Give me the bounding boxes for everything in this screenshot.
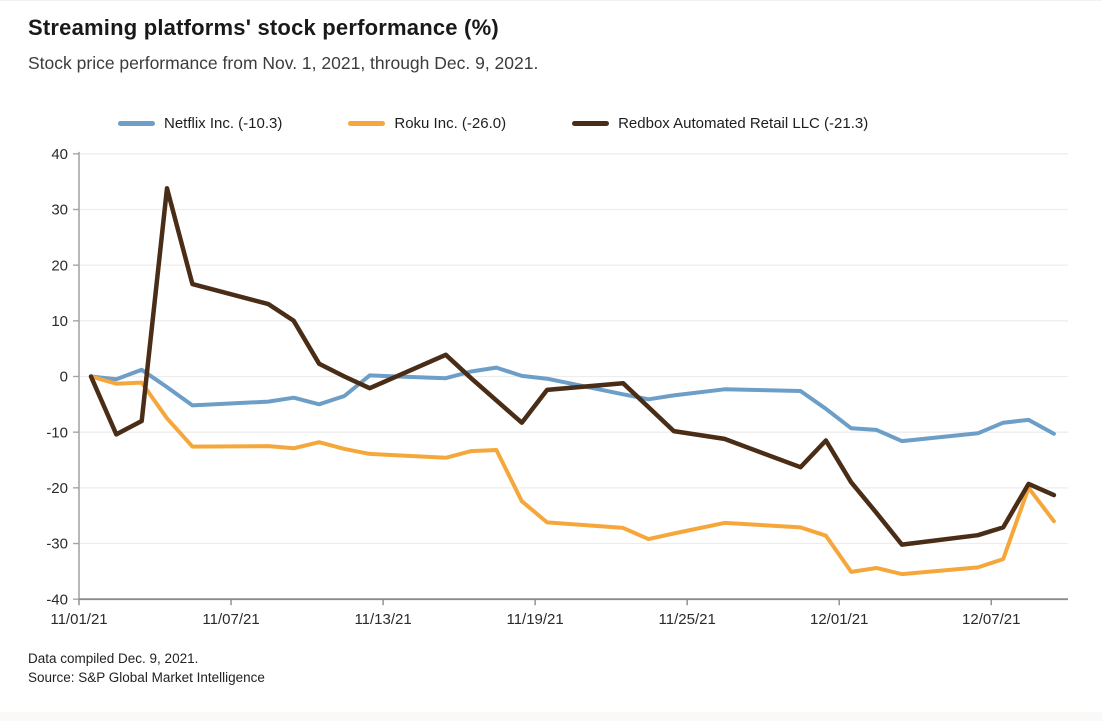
series-line-netflix bbox=[89, 365, 1056, 444]
legend-item-roku: Roku Inc. (-26.0) bbox=[348, 115, 506, 132]
legend-swatch-icon bbox=[572, 120, 610, 126]
series-line-roku bbox=[89, 374, 1056, 577]
legend-label: Roku Inc. (-26.0) bbox=[394, 114, 507, 132]
y-tick-label-30: 30 bbox=[51, 202, 68, 219]
chart-canvas: 40 30 20 10 0 -10 -20 -30 -40 11/01/21 11/07/21 11/… bbox=[46, 146, 1068, 628]
x-tick-label-11/25/21: 11/25/21 bbox=[659, 611, 716, 628]
y-tick-label-10: 10 bbox=[51, 313, 68, 330]
x-tick-label-12/01/21: 12/01/21 bbox=[810, 611, 868, 628]
line-chart: 40 30 20 10 0 -10 -20 -30 -40 11/01/21 11/07/21 11/… bbox=[0, 141, 1102, 646]
data-compiled-note: Data compiled Dec. 9, 2021. bbox=[28, 651, 199, 666]
x-tick-label-11/07/21: 11/07/21 bbox=[202, 611, 259, 628]
page-title: Streaming platforms' stock performance (… bbox=[28, 15, 499, 40]
legend-item-netflix: Netflix Inc. (-10.3) bbox=[118, 115, 282, 132]
series-line-redbox bbox=[88, 186, 1057, 547]
bottom-border bbox=[0, 712, 1102, 721]
legend-label: Netflix Inc. (-10.3) bbox=[164, 114, 283, 132]
source-note: Source: S&P Global Market Intelligence bbox=[28, 670, 265, 685]
y-tick-label-20: 20 bbox=[51, 257, 68, 274]
x-tick-label-11/19/21: 11/19/21 bbox=[506, 611, 563, 628]
y-tick-label-40: 40 bbox=[51, 146, 68, 163]
page-subtitle: Stock price performance from Nov. 1, 202… bbox=[28, 53, 539, 73]
y-tick-label--10: -10 bbox=[46, 424, 68, 441]
x-tick-label-12/07/21: 12/07/21 bbox=[962, 611, 1020, 628]
legend-swatch-icon bbox=[118, 120, 155, 126]
chart-footnotes: Data compiled Dec. 9, 2021. Source: S&P … bbox=[28, 649, 728, 687]
x-tick-label-11/13/21: 11/13/21 bbox=[354, 611, 411, 628]
y-tick-label-0: 0 bbox=[60, 369, 68, 386]
legend-label: Redbox Automated Retail LLC (-21.3) bbox=[618, 114, 869, 132]
y-tick-label--20: -20 bbox=[46, 480, 68, 497]
x-tick-label-11/01/21: 11/01/21 bbox=[50, 611, 107, 628]
legend-swatch-icon bbox=[348, 120, 386, 126]
y-tick-label--30: -30 bbox=[46, 536, 68, 553]
y-tick-label--40: -40 bbox=[46, 591, 68, 608]
legend: Netflix Inc. (-10.3) Roku Inc. (-26.0) Red… bbox=[118, 111, 1078, 135]
legend-item-redbox: Redbox Automated Retail LLC (-21.3) bbox=[572, 115, 868, 132]
